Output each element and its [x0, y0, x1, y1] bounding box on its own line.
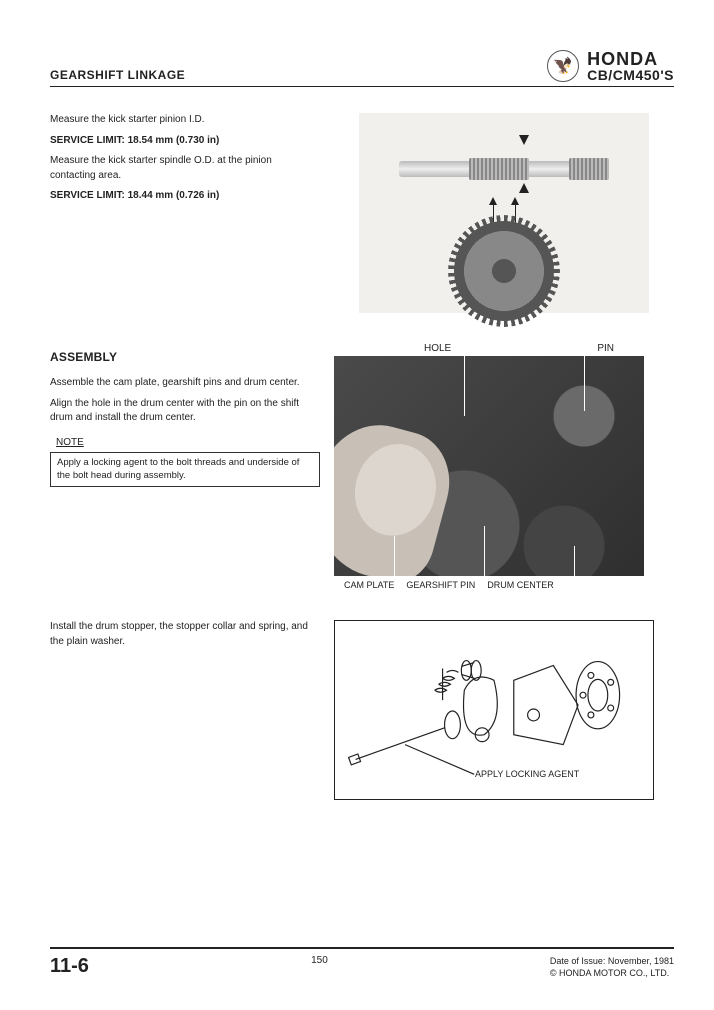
honda-wing-logo-icon: 🦅	[547, 50, 579, 82]
leader-line-icon	[394, 536, 395, 576]
label-hole: HOLE	[424, 343, 451, 354]
label-gearshift-pin: GEARSHIFT PIN	[406, 580, 475, 590]
leader-line-icon	[464, 356, 465, 416]
assembly-heading: ASSEMBLY	[50, 349, 320, 366]
leader-line-icon	[584, 356, 585, 411]
issue-date: Date of Issue: November, 1981	[550, 955, 674, 968]
label-pin: PIN	[597, 343, 614, 354]
note-label: NOTE	[56, 436, 320, 451]
copyright: © HONDA MOTOR CO., LTD.	[550, 967, 674, 980]
brand-name: HONDA	[587, 50, 674, 68]
spindle-illustration-icon	[399, 161, 609, 177]
page-footer: 11-6 150 Date of Issue: November, 1981 ©…	[50, 947, 674, 980]
brand-block: 🦅 HONDA CB/CM450'S	[547, 50, 674, 82]
pinion-gear-icon	[454, 221, 554, 321]
arrow-down-icon	[519, 135, 529, 145]
label-locking-agent: APPLY LOCKING AGENT	[475, 769, 579, 779]
section-page-number: 11-6	[50, 955, 89, 978]
figure-assembly-photo	[334, 356, 644, 576]
service-limit-2: SERVICE LIMIT: 18.44 mm (0.726 in)	[50, 189, 320, 204]
install-step: Install the drum stopper, the stopper co…	[50, 620, 320, 649]
figure-exploded-diagram: APPLY LOCKING AGENT	[334, 620, 654, 800]
figure-spindle-gear	[359, 113, 649, 313]
page-number: 150	[311, 955, 328, 966]
section-title: GEARSHIFT LINKAGE	[50, 68, 185, 82]
label-drum-center: DRUM CENTER	[487, 580, 554, 590]
model-name: CB/CM450'S	[587, 68, 674, 82]
note-box: Apply a locking agent to the bolt thread…	[50, 452, 320, 487]
block-measure: Measure the kick starter pinion I.D. SER…	[50, 113, 674, 313]
page-header: GEARSHIFT LINKAGE 🦅 HONDA CB/CM450'S	[50, 50, 674, 87]
block-assembly: ASSEMBLY Assemble the cam plate, gearshi…	[50, 343, 674, 590]
leader-line-icon	[484, 526, 485, 576]
assembly-step-2: Align the hole in the drum center with t…	[50, 397, 320, 426]
text-measure-id: Measure the kick starter pinion I.D.	[50, 113, 320, 128]
service-limit-1: SERVICE LIMIT: 18.54 mm (0.730 in)	[50, 134, 320, 149]
leader-line-icon	[574, 546, 575, 576]
arrow-up-icon	[519, 183, 529, 193]
text-measure-od: Measure the kick starter spindle O.D. at…	[50, 154, 320, 183]
assembly-step-1: Assemble the cam plate, gearshift pins a…	[50, 376, 320, 391]
label-cam-plate: CAM PLATE	[344, 580, 394, 590]
block-install: Install the drum stopper, the stopper co…	[50, 620, 674, 800]
